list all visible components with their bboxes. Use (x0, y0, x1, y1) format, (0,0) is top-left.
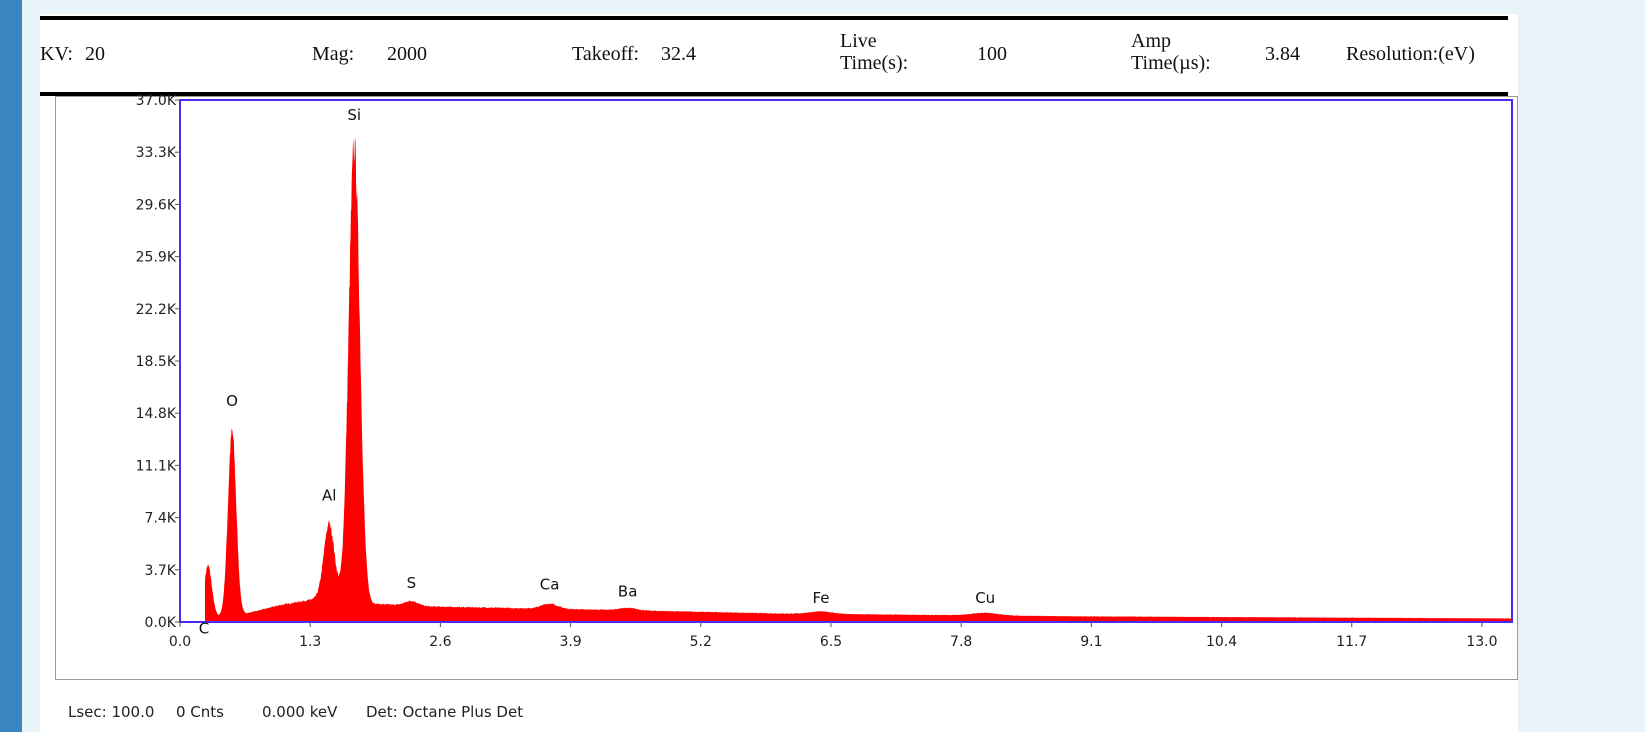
y-tick-label: 14.8K (136, 406, 177, 422)
x-tick-label: 9.1 (1080, 634, 1102, 650)
live-time-label: Live Time(s): (840, 30, 908, 74)
live-time-label-line2: Time(s): (840, 52, 909, 74)
takeoff-value: 32.4 (661, 43, 696, 65)
x-tick-label: 3.9 (559, 634, 581, 650)
counts-readout: 0 Cnts (176, 703, 224, 721)
peak-label-al: Al (322, 487, 336, 505)
sidebar (0, 0, 22, 732)
x-tick-label: 10.4 (1206, 634, 1237, 650)
peak-label-ca: Ca (540, 576, 560, 594)
plot-area-border (179, 99, 1513, 623)
y-tick-label: 33.3K (136, 145, 177, 161)
x-tick-label: 6.5 (820, 634, 842, 650)
energy-readout: 0.000 keV (262, 703, 338, 721)
y-tick-label: 25.9K (136, 250, 177, 266)
peak-label-s: S (407, 574, 417, 592)
lsec-readout: Lsec: 100.0 (68, 703, 155, 721)
chart-frame (55, 96, 1518, 680)
kv-label: KV: (40, 43, 73, 65)
live-time-value: 100 (977, 43, 1007, 65)
amp-time-label: Amp Time(µs): (1131, 30, 1211, 74)
x-tick-label: 2.6 (429, 634, 451, 650)
y-tick-label: 18.5K (136, 354, 177, 370)
resolution-label: Resolution:(eV) (1346, 43, 1475, 65)
peak-label-si: Si (347, 106, 361, 124)
mag-label: Mag: (312, 43, 355, 65)
spectrum-area (205, 135, 1512, 622)
peak-labels: C O Al Si S Ca Ba Fe Cu (199, 106, 995, 638)
x-tick-label: 1.3 (299, 634, 321, 650)
takeoff-label: Takeoff: (572, 43, 640, 65)
peak-label-ba: Ba (618, 583, 637, 601)
x-tick-label: 7.8 (950, 634, 972, 650)
kv-value: 20 (85, 43, 105, 65)
y-tick-label: 0.0K (145, 615, 177, 631)
x-tick-label: 11.7 (1336, 634, 1367, 650)
header-bottom-rule (40, 92, 1508, 96)
header-top-rule (40, 16, 1508, 20)
peak-label-c: C (199, 620, 209, 638)
y-tick-label: 11.1K (136, 458, 177, 474)
y-tick-label: 22.2K (136, 302, 177, 318)
x-tick-label: 5.2 (690, 634, 712, 650)
axes-layer: 0.0 1.3 2.6 3.9 5.2 6.5 7.8 9.1 10.4 11.7 13.0 0.0K… (136, 93, 1498, 650)
amp-time-label-line2: Time(µs): (1131, 52, 1211, 74)
spectrum-layer (205, 135, 1512, 622)
x-tick-label: 13.0 (1466, 634, 1497, 650)
live-time-label-line1: Live (840, 30, 877, 52)
amp-time-value: 3.84 (1265, 43, 1300, 65)
peak-label-fe: Fe (812, 589, 829, 607)
detector-readout: Det: Octane Plus Det (366, 703, 524, 721)
y-tick-label: 37.0K (136, 93, 177, 109)
mag-value: 2000 (387, 43, 427, 65)
x-tick-label: 0.0 (169, 634, 191, 650)
y-tick-label: 7.4K (145, 511, 177, 527)
peak-label-o: O (226, 392, 238, 410)
y-tick-label: 3.7K (145, 563, 177, 579)
y-tick-label: 29.6K (136, 197, 177, 213)
peak-label-cu: Cu (975, 589, 995, 607)
amp-time-label-line1: Amp (1131, 30, 1171, 52)
